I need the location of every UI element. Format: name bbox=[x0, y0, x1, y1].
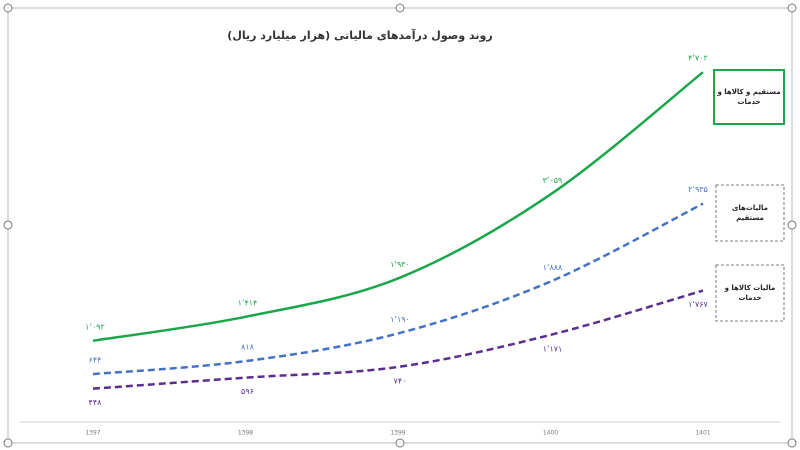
x-tick-label: 1400 bbox=[543, 430, 558, 437]
legend-entry: مستقیم و کالاها و خدمات bbox=[717, 87, 781, 107]
legend-entry: مالیات‌های مستقیم bbox=[731, 203, 768, 223]
legend-label: مالیات‌های مستقیم bbox=[731, 203, 768, 223]
data-label: ۵۹۶ bbox=[241, 387, 254, 396]
data-label: ۱٬۷۶۷ bbox=[688, 300, 708, 309]
data-label: ۱٬۱۷۱ bbox=[543, 344, 563, 353]
x-tick-label: 1398 bbox=[238, 430, 253, 437]
data-label: ۱٬۰۹۲ bbox=[85, 322, 105, 331]
legend-entry: مالیات کالاها و خدمات bbox=[724, 283, 776, 303]
data-label: ۸۱۸ bbox=[241, 343, 255, 352]
data-label: ۱٬۹۳۰ bbox=[390, 260, 410, 269]
data-label: ۱٬۱۹۰ bbox=[390, 315, 410, 324]
series-line bbox=[92, 289, 704, 390]
series-line bbox=[92, 71, 704, 342]
legend-box bbox=[715, 184, 785, 242]
data-label: ۳٬۰۵۹ bbox=[543, 176, 563, 185]
legend-label: مالیات کالاها و خدمات bbox=[724, 283, 776, 303]
data-label: ۷۴۰ bbox=[394, 376, 407, 385]
series-line bbox=[92, 202, 704, 376]
data-label: ۱٬۴۱۴ bbox=[238, 298, 258, 307]
x-tick-label: 1397 bbox=[85, 430, 100, 437]
selection-handles bbox=[3, 3, 797, 448]
data-label: ۴۴۸ bbox=[89, 398, 103, 407]
x-tick-label: 1399 bbox=[390, 430, 405, 437]
data-label: ۴٬۷۰۲ bbox=[688, 54, 708, 63]
legend-box bbox=[715, 264, 785, 322]
data-label: ۲٬۹۳۵ bbox=[688, 185, 708, 194]
data-label: ۱٬۸۸۸ bbox=[543, 263, 563, 272]
data-label: ۶۴۴ bbox=[89, 356, 102, 365]
legend-box bbox=[713, 69, 785, 125]
x-tick-label: 1401 bbox=[695, 430, 710, 437]
legend-label: مستقیم و کالاها و خدمات bbox=[717, 87, 781, 107]
chart-title: روند وصول درآمدهای مالیاتی (هزار میلیارد… bbox=[227, 28, 492, 42]
